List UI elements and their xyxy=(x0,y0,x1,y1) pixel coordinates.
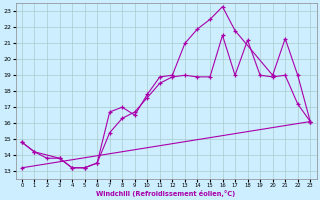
X-axis label: Windchill (Refroidissement éolien,°C): Windchill (Refroidissement éolien,°C) xyxy=(96,190,236,197)
